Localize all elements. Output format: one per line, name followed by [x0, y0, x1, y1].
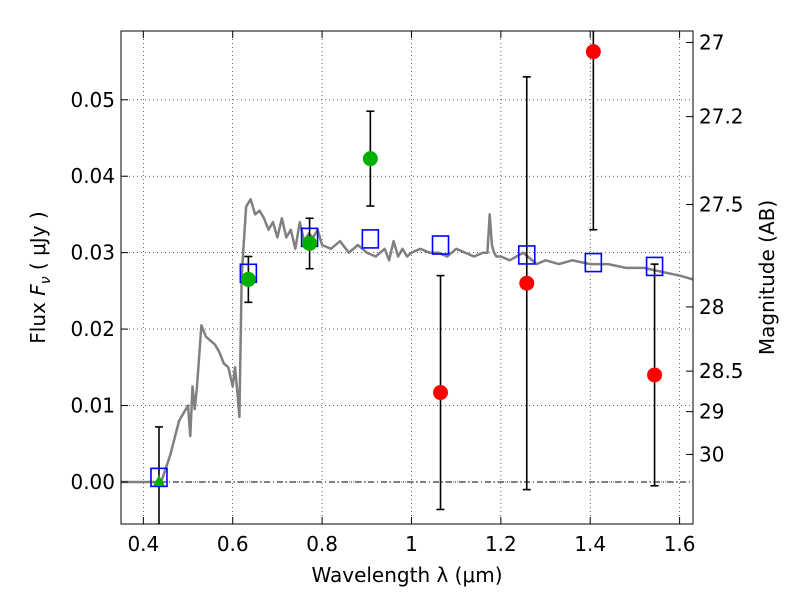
x-tick-labels: 0.4 0.6 0.8 1 1.2 1.4 1.6	[127, 532, 695, 556]
model-spectrum-line	[121, 197, 694, 484]
x-tick-label: 0.4	[127, 532, 159, 556]
y-tick-label: 0.01	[70, 394, 115, 418]
upper-limit-marker	[585, 44, 601, 60]
y2-tick-label: 28	[699, 295, 724, 319]
y2-axis-label: Magnitude (AB)	[755, 200, 779, 355]
detection-marker	[362, 151, 378, 167]
model-band-marker	[361, 229, 380, 249]
detection-marker	[302, 235, 318, 251]
plot-area	[121, 31, 694, 524]
tick-marks	[121, 31, 693, 524]
x-tick-label: 1.4	[574, 532, 606, 556]
y2-tick-label: 27	[699, 30, 724, 54]
model-spectrum	[121, 197, 694, 484]
y-axis-label-prefix: Flux	[26, 296, 50, 344]
detection-marker	[240, 271, 256, 287]
y2-tick-label: 29	[699, 400, 724, 424]
x-tick-label: 1	[405, 532, 418, 556]
axes-frame	[120, 30, 694, 525]
y2-tick-label: 30	[699, 442, 724, 466]
upper-limit-marker	[433, 385, 449, 401]
upper-limit-marker	[647, 367, 663, 383]
model-band-marker	[150, 467, 168, 488]
y-tick-label: 0.00	[70, 470, 115, 494]
y-tick-label: 0.03	[70, 241, 115, 265]
x-tick-label: 0.8	[306, 532, 338, 556]
y-tick-labels: 0.00 0.01 0.02 0.03 0.04 0.05	[70, 88, 115, 494]
x-axis-label: Wavelength λ (μm)	[311, 563, 502, 587]
y-axis-label: Flux Fν ( μJy )	[26, 211, 54, 343]
y-tick-label: 0.04	[70, 164, 115, 188]
upper-limit-marker	[519, 275, 535, 291]
detection-markers	[152, 151, 378, 486]
y-tick-label: 0.02	[70, 317, 115, 341]
x-tick-label: 0.6	[217, 532, 249, 556]
x-tick-label: 1.2	[485, 532, 517, 556]
y-axis-label-symbol: F	[26, 284, 50, 296]
y2-tick-labels: 27 27.2 27.5 28 28.5 29 30	[699, 30, 744, 466]
y2-tick-label: 27.5	[699, 193, 744, 217]
y2-tick-label: 28.5	[699, 359, 744, 383]
upper-limit-markers	[433, 44, 663, 401]
model-band-marker	[584, 252, 603, 273]
y-axis-label-suffix: ( μJy )	[26, 211, 50, 276]
model-band-marker	[431, 235, 450, 255]
model-band-marker	[645, 256, 664, 277]
y-tick-label: 0.05	[70, 88, 115, 112]
y-axis-label-subscript: ν	[38, 276, 54, 284]
grid	[121, 31, 693, 524]
y2-tick-label: 27.2	[699, 105, 744, 129]
detection-marker	[152, 474, 165, 486]
model-band-marker	[517, 245, 536, 265]
x-tick-label: 1.6	[664, 532, 696, 556]
